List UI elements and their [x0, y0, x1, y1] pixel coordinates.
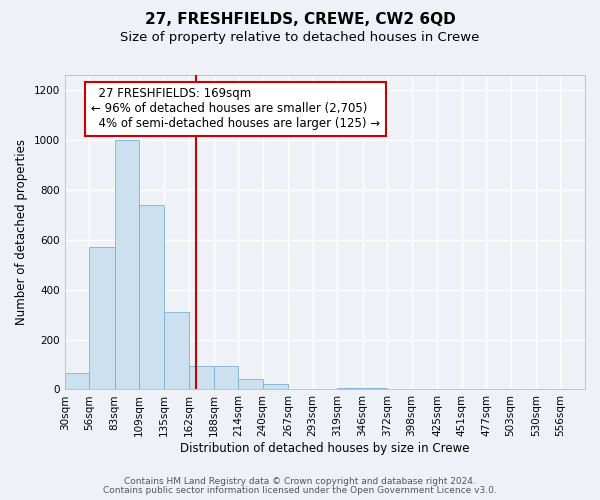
- Bar: [89, 247, 115, 390]
- Bar: [164, 312, 189, 390]
- Bar: [115, 140, 139, 390]
- Y-axis label: Number of detached properties: Number of detached properties: [15, 139, 28, 325]
- Bar: [214, 366, 238, 390]
- Bar: [65, 373, 89, 390]
- Bar: [337, 388, 362, 390]
- Text: Contains HM Land Registry data © Crown copyright and database right 2024.: Contains HM Land Registry data © Crown c…: [124, 477, 476, 486]
- Bar: [263, 384, 288, 390]
- Text: 27 FRESHFIELDS: 169sqm
← 96% of detached houses are smaller (2,705)
  4% of semi: 27 FRESHFIELDS: 169sqm ← 96% of detached…: [91, 88, 380, 130]
- Bar: [139, 205, 164, 390]
- Text: 27, FRESHFIELDS, CREWE, CW2 6QD: 27, FRESHFIELDS, CREWE, CW2 6QD: [145, 12, 455, 28]
- Bar: [238, 380, 263, 390]
- Bar: [362, 388, 387, 390]
- Text: Contains public sector information licensed under the Open Government Licence v3: Contains public sector information licen…: [103, 486, 497, 495]
- Text: Size of property relative to detached houses in Crewe: Size of property relative to detached ho…: [121, 31, 479, 44]
- Bar: [189, 366, 214, 390]
- X-axis label: Distribution of detached houses by size in Crewe: Distribution of detached houses by size …: [180, 442, 470, 455]
